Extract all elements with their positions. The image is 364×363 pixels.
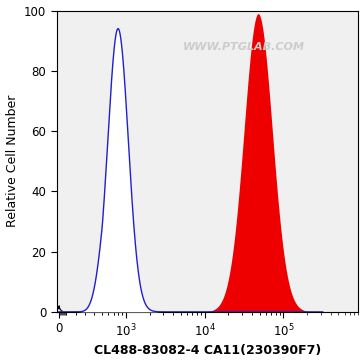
Text: WWW.PTGLAB.COM: WWW.PTGLAB.COM xyxy=(183,42,305,52)
X-axis label: CL488-83082-4 CA11(230390F7): CL488-83082-4 CA11(230390F7) xyxy=(94,344,321,358)
Y-axis label: Relative Cell Number: Relative Cell Number xyxy=(5,95,19,227)
